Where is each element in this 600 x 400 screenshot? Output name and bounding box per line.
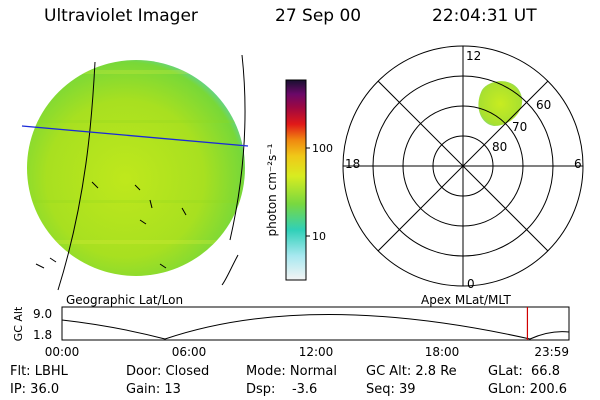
auroral-oval bbox=[478, 81, 523, 126]
colorbar-unit-label: photon cm⁻²s⁻¹ bbox=[265, 143, 279, 236]
time-tick-2359: 23:59 bbox=[534, 345, 569, 359]
header-title: Ultraviolet Imager bbox=[44, 6, 198, 26]
dsp-info: Dsp: -3.6 bbox=[246, 382, 318, 397]
altitude-plot-frame bbox=[61, 306, 570, 341]
filter-info: Flt: LBHL bbox=[10, 364, 68, 379]
alt-axis-label: GC Alt bbox=[12, 306, 25, 341]
alt-tick-1-8: 1.8 bbox=[33, 328, 52, 342]
alt-tick-9: 9.0 bbox=[33, 307, 52, 321]
glon-info: GLon: 200.6 bbox=[488, 382, 568, 397]
time-tick-1200: 12:00 bbox=[299, 345, 334, 359]
apex-map-label: Apex MLat/MLT bbox=[421, 293, 511, 307]
time-tick-0600: 06:00 bbox=[172, 345, 207, 359]
gc-alt-info: GC Alt: 2.8 Re bbox=[366, 364, 457, 379]
latitude-line bbox=[21, 125, 249, 147]
meridian-line bbox=[57, 61, 96, 291]
mlat-label-70: 70 bbox=[512, 120, 527, 134]
mlat-label-60: 60 bbox=[536, 98, 551, 112]
polar-diagonal bbox=[377, 80, 549, 252]
time-tick-1800: 18:00 bbox=[425, 345, 460, 359]
meridian-line bbox=[221, 254, 239, 286]
door-info: Door: Closed bbox=[126, 364, 210, 379]
ip-info: IP: 36.0 bbox=[10, 382, 60, 397]
time-tick-0000: 00:00 bbox=[45, 345, 80, 359]
glat-info: GLat: 66.8 bbox=[488, 364, 560, 379]
colorbar-tick-10: 10 bbox=[312, 230, 326, 243]
polar-plot: 12 18 6 0 60 70 80 bbox=[342, 45, 584, 291]
geo-map-label: Geographic Lat/Lon bbox=[66, 293, 183, 307]
mlt-label-18: 18 bbox=[345, 157, 360, 171]
mlt-label-12: 12 bbox=[466, 49, 481, 63]
header-time: 22:04:31 UT bbox=[432, 6, 537, 26]
earth-texture bbox=[30, 70, 240, 244]
gain-info: Gain: 13 bbox=[126, 382, 181, 397]
earth-image bbox=[21, 54, 249, 291]
mlat-label-80: 80 bbox=[492, 140, 507, 154]
colorbar: 100 10 photon cm⁻²s⁻¹ bbox=[265, 79, 333, 281]
colorbar-tick-100: 100 bbox=[312, 142, 333, 155]
coastline-fragments bbox=[35, 181, 187, 269]
altitude-plot: 9.0 1.8 GC Alt 00:00 06:00 12:00 18:00 2… bbox=[12, 306, 570, 359]
meridian-line bbox=[229, 54, 246, 241]
mode-info: Mode: Normal bbox=[246, 364, 337, 379]
altitude-curve bbox=[61, 314, 570, 340]
header-date: 27 Sep 00 bbox=[275, 6, 362, 26]
mlt-label-6: 6 bbox=[574, 157, 582, 171]
seq-info: Seq: 39 bbox=[366, 382, 416, 397]
mlt-label-0: 0 bbox=[467, 277, 475, 291]
